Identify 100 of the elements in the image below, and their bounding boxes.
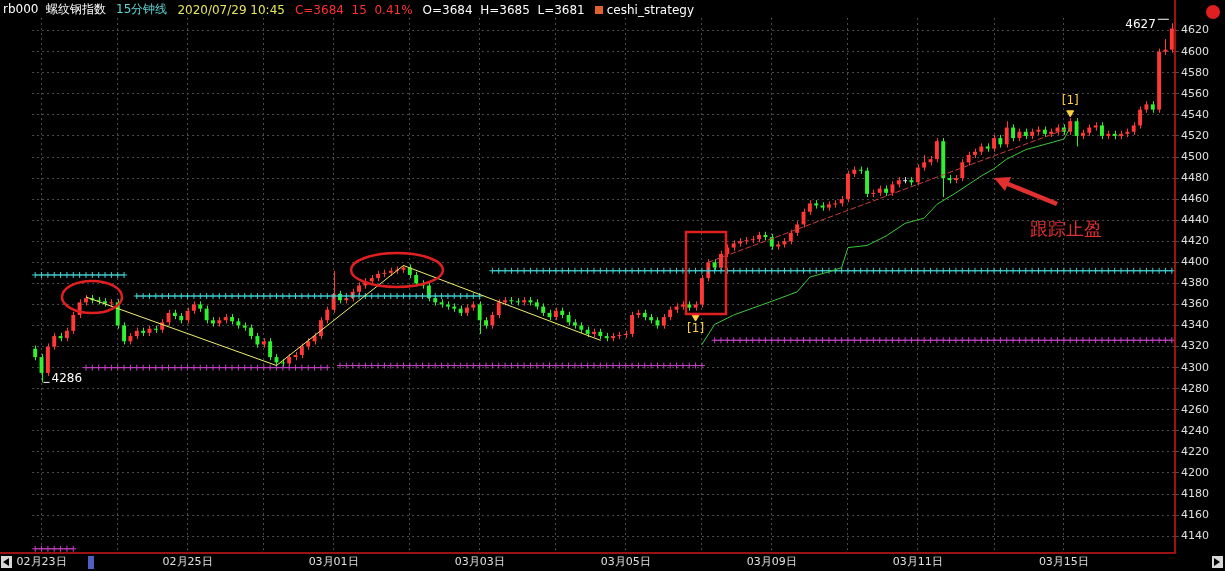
candlestick bbox=[71, 311, 76, 335]
point bbox=[82, 271, 90, 279]
point bbox=[196, 292, 204, 300]
point bbox=[209, 292, 217, 300]
point bbox=[292, 364, 300, 372]
point bbox=[63, 545, 71, 553]
point bbox=[228, 292, 236, 300]
point bbox=[260, 292, 268, 300]
point bbox=[184, 292, 192, 300]
point bbox=[285, 364, 293, 372]
point bbox=[38, 545, 46, 553]
point bbox=[419, 292, 427, 300]
point bbox=[57, 545, 65, 553]
point bbox=[114, 364, 122, 372]
point bbox=[234, 364, 242, 372]
point bbox=[355, 362, 363, 370]
point bbox=[399, 292, 407, 300]
point bbox=[425, 292, 433, 300]
point bbox=[317, 292, 325, 300]
point bbox=[120, 364, 128, 372]
point bbox=[145, 292, 153, 300]
text: C=3684 15 0.41% bbox=[294, 2, 413, 17]
point bbox=[361, 292, 369, 300]
point bbox=[450, 292, 458, 300]
point bbox=[241, 292, 249, 300]
chart-title: rb000 螺纹钢指数 bbox=[3, 1, 107, 18]
y-tick-label: 4360 bbox=[1181, 297, 1209, 311]
point bbox=[590, 362, 598, 370]
y-tick-label: 4200 bbox=[1181, 465, 1209, 479]
candlestick bbox=[496, 298, 501, 319]
point bbox=[203, 364, 211, 372]
point bbox=[298, 364, 306, 372]
text: [1] bbox=[687, 321, 705, 336]
candlestick bbox=[1004, 120, 1009, 149]
y-tick-label: 4460 bbox=[1181, 192, 1209, 205]
annotation: 4286 bbox=[51, 370, 83, 385]
point bbox=[272, 292, 280, 300]
point bbox=[184, 364, 192, 372]
candlestick bbox=[1138, 105, 1143, 130]
point bbox=[342, 292, 350, 300]
point bbox=[279, 292, 287, 300]
candlestick bbox=[122, 321, 127, 345]
point bbox=[444, 292, 452, 300]
point bbox=[95, 271, 103, 279]
point bbox=[190, 292, 198, 300]
x-tick-label: 03月09日 bbox=[746, 555, 797, 569]
text: ceshi_strategy bbox=[606, 2, 694, 17]
point bbox=[222, 292, 230, 300]
point bbox=[304, 364, 312, 372]
point bbox=[69, 271, 77, 279]
point bbox=[279, 364, 287, 372]
y-tick-label: 4340 bbox=[1181, 318, 1209, 332]
point bbox=[374, 362, 382, 370]
point bbox=[1066, 110, 1075, 118]
text: 2020/07/29 10:45 bbox=[177, 2, 285, 17]
candlestick bbox=[865, 167, 869, 198]
point bbox=[177, 364, 185, 372]
y-tick-label: 4620 bbox=[1181, 23, 1209, 37]
point bbox=[88, 364, 96, 372]
candlestick bbox=[477, 300, 482, 335]
point bbox=[165, 292, 173, 300]
point bbox=[126, 364, 134, 372]
point bbox=[412, 292, 420, 300]
point bbox=[95, 364, 103, 372]
point bbox=[330, 292, 338, 300]
x-tick-label: 02月23日 bbox=[16, 555, 67, 569]
point bbox=[482, 362, 490, 370]
y-tick-label: 4320 bbox=[1181, 339, 1209, 353]
x-tick-label: 03月01日 bbox=[308, 555, 359, 569]
point bbox=[107, 364, 115, 372]
candlestick bbox=[268, 337, 273, 361]
y-tick-label: 4400 bbox=[1181, 255, 1209, 269]
candlestick bbox=[833, 199, 838, 209]
point bbox=[196, 364, 204, 372]
point bbox=[469, 292, 477, 300]
candlestick bbox=[515, 297, 520, 307]
y-tick-label: 4260 bbox=[1181, 402, 1209, 416]
point bbox=[311, 364, 319, 372]
point bbox=[209, 364, 217, 372]
point bbox=[501, 362, 509, 370]
y-tick-label: 4300 bbox=[1181, 360, 1209, 374]
point bbox=[44, 271, 52, 279]
x-tick-label: 03月11日 bbox=[892, 555, 943, 569]
point bbox=[177, 292, 185, 300]
point bbox=[457, 292, 465, 300]
series-label: [1] bbox=[1061, 92, 1079, 107]
point bbox=[50, 545, 58, 553]
point bbox=[228, 364, 236, 372]
point bbox=[133, 364, 141, 372]
point bbox=[438, 292, 446, 300]
point bbox=[241, 364, 249, 372]
point bbox=[292, 292, 300, 300]
point bbox=[158, 364, 166, 372]
annotation: 跟踪止盈 bbox=[1030, 217, 1102, 241]
point bbox=[190, 364, 198, 372]
point bbox=[609, 362, 617, 370]
point bbox=[571, 362, 579, 370]
point bbox=[145, 364, 153, 372]
point bbox=[203, 292, 211, 300]
point bbox=[628, 362, 636, 370]
